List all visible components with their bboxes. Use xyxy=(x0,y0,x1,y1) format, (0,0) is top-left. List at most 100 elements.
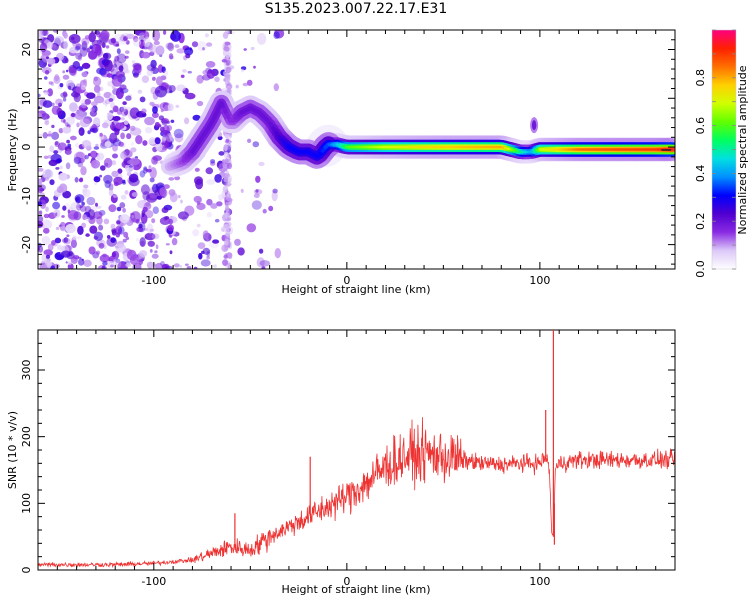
spectrogram-noise-blob xyxy=(185,53,191,59)
spectrogram-noise-blob xyxy=(116,48,121,55)
spectrogram-noise-blob xyxy=(143,46,148,50)
spectrogram-noise-blob xyxy=(271,190,278,202)
spectrogram-noise-blob xyxy=(137,89,143,94)
spectrogram-noise-blob xyxy=(115,260,122,268)
spectrogram-noise-blob xyxy=(99,30,110,40)
spectrogram-noise-blob xyxy=(70,112,76,118)
spectrogram-noise-blob xyxy=(103,174,113,184)
spectrogram-noise-blob xyxy=(65,122,69,127)
spectrogram-noise-blob xyxy=(108,183,114,192)
spectrogram-noise-blob xyxy=(136,238,139,242)
spectrogram-noise-blob xyxy=(115,87,124,100)
spectrogram-noise-blob xyxy=(115,122,125,130)
spectrogram-noise-blob xyxy=(51,124,55,129)
spectrogram-noise-blob xyxy=(47,154,52,159)
spectrogram-noise-blob xyxy=(74,110,85,120)
spectrogram-noise-blob xyxy=(224,158,229,164)
spectrogram-noise-blob xyxy=(155,244,159,249)
spectrogram-noise-blob xyxy=(161,207,169,214)
colorbar-tick-label: 0.4 xyxy=(694,165,707,183)
spectrogram-noise-blob xyxy=(253,193,260,199)
spectrogram-noise-blob xyxy=(133,65,142,74)
spectrogram-noise-blob xyxy=(76,235,82,240)
spectrogram-noise-blob xyxy=(154,137,161,145)
spectrogram-noise-blob xyxy=(144,232,156,241)
spectrogram-noise-blob xyxy=(74,45,81,51)
spectrogram-noise-blob xyxy=(83,259,92,267)
spectrogram-noise-blob xyxy=(84,35,90,40)
spectrogram-noise-blob xyxy=(223,223,231,230)
spectrogram-noise-blob xyxy=(108,65,115,72)
spectrogram-noise-blob xyxy=(86,47,90,53)
spectrogram-noise-blob xyxy=(149,177,155,183)
spectrogram-noise-blob xyxy=(94,182,97,186)
spectrogram-noise-blob xyxy=(75,142,79,148)
spectrogram-noise-blob xyxy=(112,144,118,152)
spectrogram-noise-blob xyxy=(164,142,170,149)
spectrogram-noise-blob xyxy=(55,167,60,170)
spectrogram-noise-blob xyxy=(117,261,128,269)
spectrogram-noise-blob xyxy=(115,258,121,263)
spectrogram-noise-blob xyxy=(52,201,61,210)
spectrogram-noise-blob xyxy=(121,33,125,38)
spectrogram-noise-blob xyxy=(110,264,114,268)
spectrogram-noise-blob xyxy=(111,229,117,236)
spectrogram-noise-blob xyxy=(45,206,49,212)
spectrogram-noise-blob xyxy=(274,248,281,259)
spectrogram-noise-blob xyxy=(115,232,121,238)
spectrogram-noise-blob xyxy=(58,173,69,181)
spectrogram-noise-blob xyxy=(98,242,105,249)
spectrogram-noise-blob xyxy=(180,74,185,79)
spectrogram-noise-blob xyxy=(38,210,43,215)
spectrogram-noise-blob xyxy=(97,91,101,98)
spectrogram-noise-blob xyxy=(180,199,183,204)
colorbar-tick-label: 0.6 xyxy=(694,117,707,135)
spectrogram-noise-blob xyxy=(51,131,60,140)
spectrogram-noise-blob xyxy=(125,33,135,39)
spectrogram-noise-blob xyxy=(224,238,230,246)
spectrogram-noise-blob xyxy=(273,83,279,92)
spectrogram-noise-blob xyxy=(192,229,200,237)
spectrogram-noise-blob xyxy=(88,32,96,43)
spectrogram-noise-blob xyxy=(63,32,68,39)
spectrogram-noise-blob xyxy=(149,167,157,179)
spectrogram-noise-blob xyxy=(44,256,51,266)
spectrogram-noise-blob xyxy=(84,154,89,160)
spectrogram-noise-blob xyxy=(216,201,223,207)
snr-panel: -100 0 100 0 100 200 300 Height of straight li… xyxy=(6,329,676,596)
spectrogram-noise-blob xyxy=(147,240,155,247)
spectrogram-noise-blob xyxy=(82,188,91,198)
colorbar-ticks: 0.0 0.2 0.4 0.6 0.8 xyxy=(694,29,736,278)
spectrogram-noise-blob xyxy=(43,213,50,219)
spectrogram-noise-blob xyxy=(43,155,49,159)
spectrogram-noise-blob xyxy=(223,144,229,152)
spectrogram-noise-blob xyxy=(139,96,146,103)
spectrogram-x-tick-label: 0 xyxy=(343,274,350,287)
spectrogram-noise-blob xyxy=(153,40,160,46)
spectrogram-noise-blob xyxy=(55,226,60,231)
spectrogram-noise-blob xyxy=(224,76,231,82)
spectrogram-noise-blob xyxy=(200,259,211,267)
spectrogram-noise-blob xyxy=(129,165,133,168)
spectrogram-noise-blob xyxy=(122,207,126,213)
spectrogram-noise-blob xyxy=(149,249,153,253)
snr-background xyxy=(38,330,675,570)
spectrogram-noise-blob xyxy=(115,243,127,253)
spectrogram-noise-blob xyxy=(96,152,105,161)
spectrogram-noise-blob xyxy=(234,238,241,246)
spectrogram-noise-blob xyxy=(64,57,69,64)
spectrogram-noise-blob xyxy=(39,42,48,53)
spectrogram-noise-blob xyxy=(110,237,116,243)
spectrogram-noise-blob xyxy=(38,133,43,137)
spectrogram-noise-blob xyxy=(124,55,129,59)
spectrogram-noise-blob xyxy=(149,44,158,54)
spectrogram-noise-blob xyxy=(206,211,212,218)
spectrogram-noise-blob xyxy=(81,40,88,51)
spectrogram-noise-blob xyxy=(38,110,47,119)
spectrogram-noise-blob xyxy=(152,206,159,214)
spectrogram-noise-blob xyxy=(225,193,230,198)
snr-x-tick-label: 100 xyxy=(529,575,550,588)
spectrogram-noise-blob xyxy=(59,83,64,88)
spectrogram-noise-blob xyxy=(85,216,90,222)
spectrogram-noise-blob xyxy=(132,115,137,120)
